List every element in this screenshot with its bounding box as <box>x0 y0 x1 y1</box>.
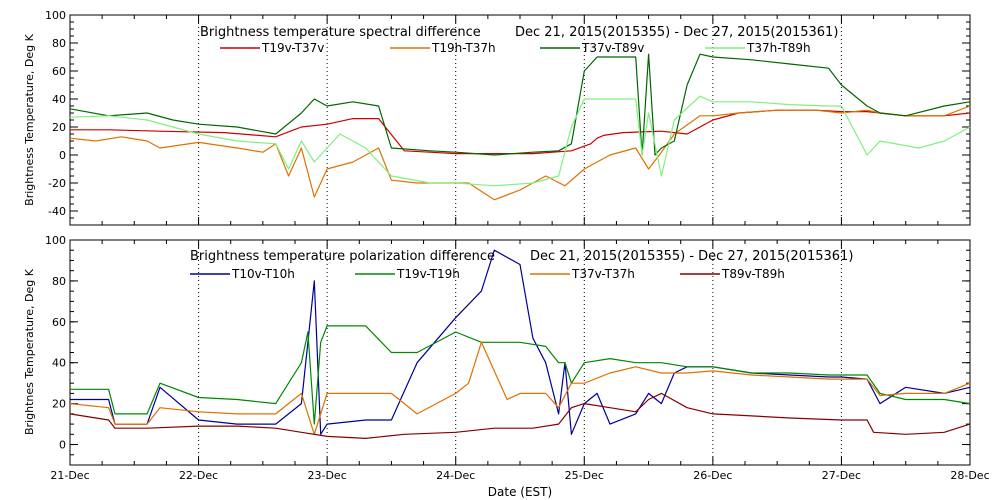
x-tick-label: 21-Dec <box>50 469 89 482</box>
x-axis-label: Date (EST) <box>488 485 552 499</box>
y-tick-label: 80 <box>52 37 66 50</box>
y-tick-label: 20 <box>52 398 66 411</box>
y-tick-label: 0 <box>59 149 66 162</box>
x-tick-label: 26-Dec <box>693 469 732 482</box>
polarization-grid <box>69 240 971 465</box>
y-tick-label: 80 <box>52 275 66 288</box>
y-tick-label: 40 <box>52 93 66 106</box>
y-tick-label: -20 <box>48 177 66 190</box>
y-tick-label: 0 <box>59 439 66 452</box>
polarization-panel-date-range: Dec 21, 2015(2015355) - Dec 27, 2015(201… <box>530 249 853 264</box>
legend-label: T19h-T37h <box>431 41 496 55</box>
spectral-panel-date-range: Dec 21, 2015(2015355) - Dec 27, 2015(201… <box>515 25 838 40</box>
x-tick-label: 28-Dec <box>950 469 989 482</box>
y-tick-label: 60 <box>52 65 66 78</box>
spectral-difference-panel: Brightness temperature spectral differen… <box>23 9 971 226</box>
y-tick-label: 20 <box>52 121 66 134</box>
series-line-t37v-t37h <box>69 341 971 435</box>
legend-label: T37v-T37h <box>571 267 635 281</box>
series-line-t89v-t89h <box>69 392 971 439</box>
y-tick-label: 100 <box>45 9 66 22</box>
polarization-difference-panel: Brightness temperature polarization diff… <box>23 234 990 499</box>
series-line-t19v-t37v <box>70 109 971 155</box>
y-tick-label: 60 <box>52 316 66 329</box>
legend-label: T10v-T10h <box>231 267 295 281</box>
spectral-legend: T19v-T37v T19h-T37h T37v-T89v T37h-T89h <box>220 41 811 55</box>
spectral-y-ticks: -40 -20 0 20 40 60 80 100 <box>45 9 970 226</box>
legend-label: T89v-T89h <box>721 267 785 281</box>
series-line-t37h-t89h <box>69 95 971 187</box>
legend-label: T37h-T89h <box>746 41 811 55</box>
polarization-series <box>69 249 971 439</box>
legend-label: T19v-T19h <box>396 267 460 281</box>
polarization-y-ticks: 0 20 40 60 80 100 <box>45 234 970 466</box>
x-tick-label: 22-Dec <box>179 469 218 482</box>
y-tick-label: -40 <box>48 205 66 218</box>
spectral-series <box>69 53 971 201</box>
spectral-grid <box>69 15 971 225</box>
x-tick-label: 25-Dec <box>565 469 604 482</box>
series-line-t10v-t10h <box>70 249 971 435</box>
spectral-y-axis-label: Brightness Temperature, Deg K <box>23 33 36 205</box>
series-line-t37v-t89v <box>69 53 971 156</box>
legend-label: T19v-T37v <box>261 41 324 55</box>
polarization-legend: T10v-T10h T19v-T19h T37v-T37h T89v-T89h <box>190 267 785 281</box>
polarization-panel-title: Brightness temperature polarization diff… <box>190 249 495 264</box>
x-tick-label: 27-Dec <box>822 469 861 482</box>
x-axis-ticks: 21-Dec 22-Dec 23-Dec 24-Dec 25-Dec 26-Dec 27-D… <box>50 469 989 482</box>
x-tick-label: 23-Dec <box>308 469 347 482</box>
y-tick-label: 40 <box>52 357 66 370</box>
series-line-t19h-t37h <box>69 105 971 201</box>
spectral-panel-title: Brightness temperature spectral differen… <box>200 25 481 40</box>
legend-label: T37v-T89v <box>581 41 644 55</box>
polarization-y-axis-label: Brightnes Temperature, Deg K <box>23 268 36 435</box>
y-tick-label: 100 <box>45 234 66 247</box>
series-line-t19v-t19h <box>70 325 971 425</box>
x-tick-label: 24-Dec <box>436 469 475 482</box>
